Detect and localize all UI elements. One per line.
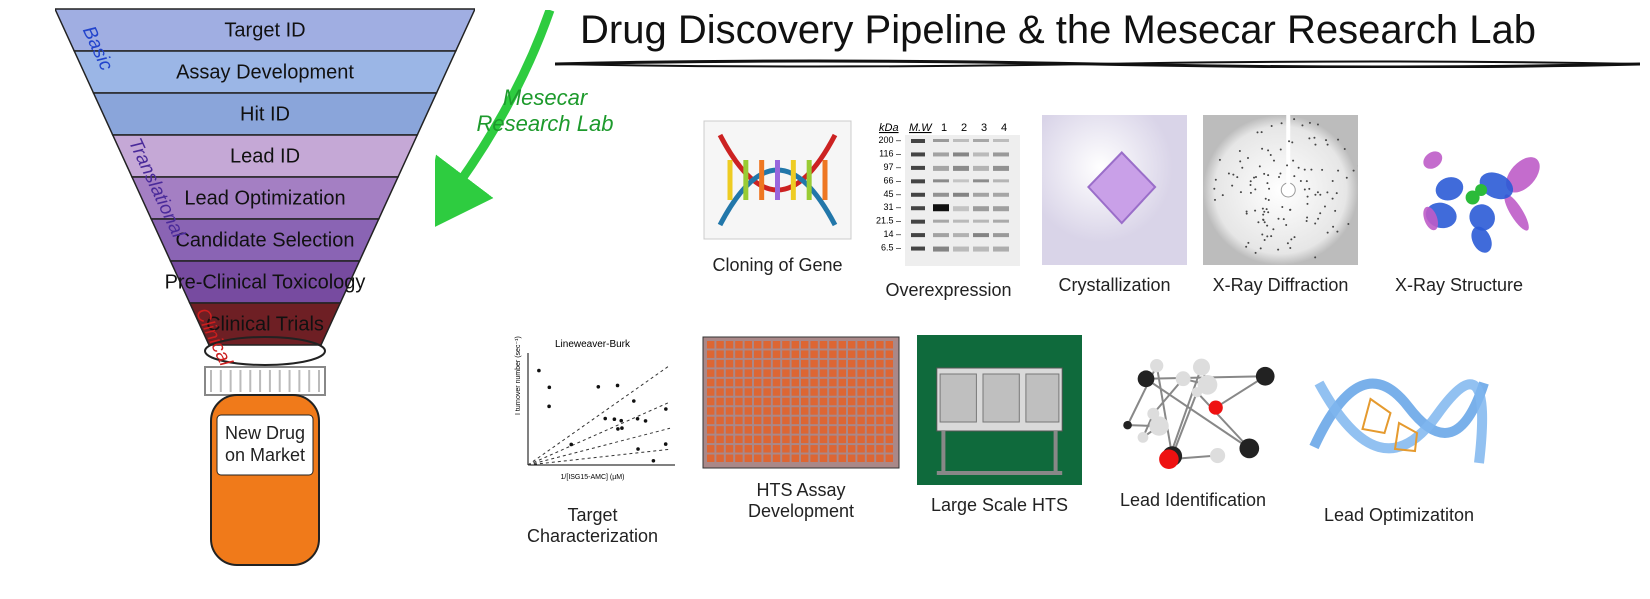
tile-caption: Cloning of Gene bbox=[712, 255, 842, 276]
funnel-stage-label: Candidate Selection bbox=[175, 230, 354, 252]
svg-text:97 –: 97 – bbox=[883, 162, 901, 172]
funnel-diagram: Target ID Assay Development Hit ID Lead ID L… bbox=[55, 5, 475, 595]
tile: X-Ray Structure bbox=[1374, 115, 1544, 296]
svg-text:21.5 –: 21.5 – bbox=[876, 216, 901, 226]
robot-thumb bbox=[917, 335, 1082, 485]
tile: HTS AssayDevelopment bbox=[701, 335, 901, 521]
funnel-svg: Target ID Assay Development Hit ID Lead ID L… bbox=[55, 5, 475, 595]
tile-caption: HTS AssayDevelopment bbox=[748, 480, 854, 521]
page-title: Drug Discovery Pipeline & the Mesecar Re… bbox=[580, 8, 1536, 53]
funnel-stage-label: Lead ID bbox=[230, 146, 300, 168]
diffraction-thumb bbox=[1203, 115, 1358, 265]
dna-thumb bbox=[700, 115, 855, 245]
svg-text:45 –: 45 – bbox=[883, 189, 901, 199]
ribbon2-thumb bbox=[1304, 335, 1494, 495]
svg-text:6.5 –: 6.5 – bbox=[881, 243, 901, 253]
tile: Lineweaver-Burk I turnover number (sec⁻¹… bbox=[500, 335, 685, 546]
tile-caption: Target Characterization bbox=[503, 505, 683, 546]
tile: Large Scale HTS bbox=[917, 335, 1082, 516]
svg-text:200 –: 200 – bbox=[878, 135, 901, 145]
tile: Lead Optimizatiton bbox=[1304, 335, 1494, 526]
svg-text:3: 3 bbox=[981, 122, 987, 134]
title-underline bbox=[555, 58, 1640, 68]
ribbon1-thumb bbox=[1374, 115, 1544, 265]
funnel-stage-label: Lead Optimization bbox=[184, 188, 345, 210]
tile-row-2: Lineweaver-Burk I turnover number (sec⁻¹… bbox=[500, 335, 1494, 546]
crystal-thumb bbox=[1042, 115, 1187, 265]
svg-text:14 –: 14 – bbox=[883, 229, 901, 239]
plate-thumb bbox=[701, 335, 901, 470]
svg-text:1: 1 bbox=[941, 122, 947, 134]
tile-caption: X-Ray Diffraction bbox=[1213, 275, 1349, 296]
funnel-stage-label: Clinical Trials bbox=[206, 314, 324, 336]
funnel-stage-label: Assay Development bbox=[176, 62, 354, 84]
tile: Cloning of Gene bbox=[700, 115, 855, 276]
mesecar-arrow-label: Mesecar Research Lab bbox=[465, 85, 625, 138]
bottle-label-text: on Market bbox=[225, 445, 305, 465]
tile-caption: X-Ray Structure bbox=[1395, 275, 1523, 296]
gel-thumb: kDa M.W 1 2 3 4 200 – 116 – 97 – 66 – 45 – 31 – 2… bbox=[871, 115, 1026, 270]
svg-text:kDa: kDa bbox=[879, 122, 899, 134]
svg-text:116 –: 116 – bbox=[879, 148, 901, 158]
plot-thumb: Lineweaver-Burk I turnover number (sec⁻¹… bbox=[500, 335, 685, 495]
funnel-stage-label: Target ID bbox=[224, 20, 305, 42]
funnel-stage-label: Pre-Clinical Toxicology bbox=[165, 272, 366, 294]
tile-row-1: Cloning of Gene kDa M.W 1 2 3 4 200 – 116 – 9… bbox=[700, 115, 1544, 301]
svg-text:31 –: 31 – bbox=[883, 202, 901, 212]
svg-text:M.W: M.W bbox=[909, 122, 933, 134]
svg-text:I turnover number (sec⁻¹): I turnover number (sec⁻¹) bbox=[515, 336, 522, 415]
svg-text:1/[ISG15-AMC] (µM): 1/[ISG15-AMC] (µM) bbox=[561, 474, 625, 481]
funnel-stage-label: Hit ID bbox=[240, 104, 290, 126]
tile: Lead Identification bbox=[1098, 335, 1288, 511]
svg-text:Lineweaver-Burk: Lineweaver-Burk bbox=[555, 339, 631, 350]
tile-caption: Lead Optimizatiton bbox=[1324, 505, 1474, 526]
tile: kDa M.W 1 2 3 4 200 – 116 – 97 – 66 – 45 – 31 – 2… bbox=[871, 115, 1026, 301]
tile: X-Ray Diffraction bbox=[1203, 115, 1358, 296]
molecule-thumb bbox=[1098, 335, 1288, 480]
tile-caption: Crystallization bbox=[1058, 275, 1170, 296]
tile-caption: Overexpression bbox=[885, 280, 1011, 301]
bottle-label-text: New Drug bbox=[225, 423, 305, 443]
svg-text:66 –: 66 – bbox=[883, 175, 901, 185]
tile: Crystallization bbox=[1042, 115, 1187, 296]
tile-caption: Large Scale HTS bbox=[931, 495, 1068, 516]
tile-caption: Lead Identification bbox=[1120, 490, 1266, 511]
svg-text:2: 2 bbox=[961, 122, 967, 134]
svg-text:4: 4 bbox=[1001, 122, 1007, 134]
